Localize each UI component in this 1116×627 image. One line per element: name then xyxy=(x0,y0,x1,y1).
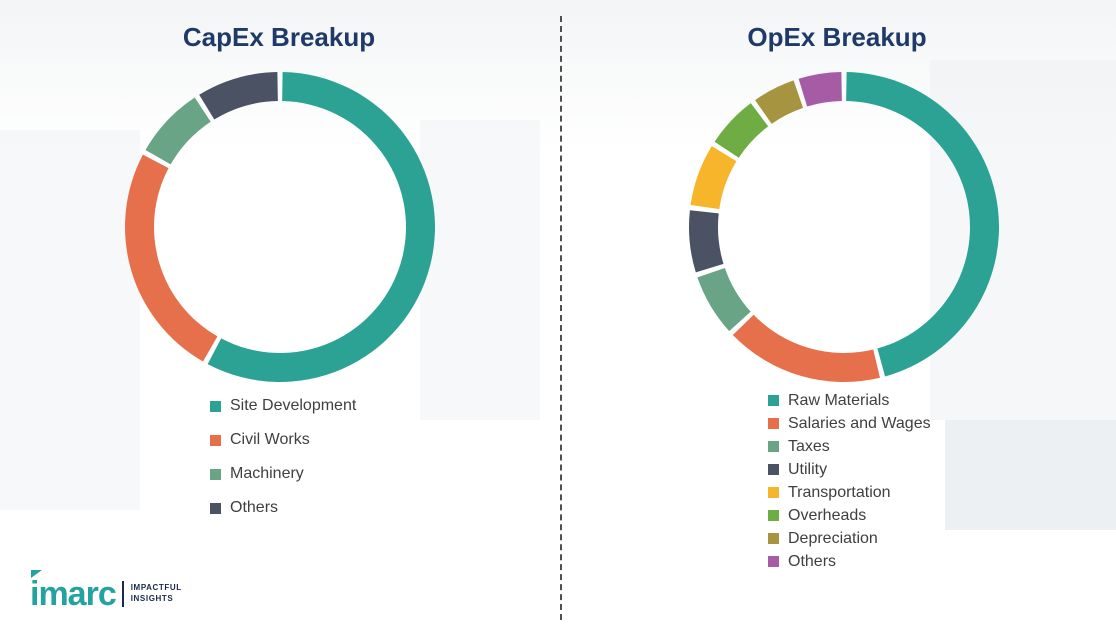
legend-swatch xyxy=(768,487,779,498)
legend-item-taxes: Taxes xyxy=(768,435,931,458)
legend-label: Raw Materials xyxy=(788,391,890,409)
capex-legend: Site Development Civil Works Machinery Othe… xyxy=(210,389,356,525)
legend-label: Utility xyxy=(788,460,828,478)
imarc-tagline: IMPACTFUL INSIGHTS xyxy=(131,583,182,605)
legend-item-depreciation: Depreciation xyxy=(768,527,931,550)
legend-item-overheads: Overheads xyxy=(768,504,931,527)
legend-item-transportation: Transportation xyxy=(768,481,931,504)
legend-label: Civil Works xyxy=(230,431,310,448)
legend-label: Transportation xyxy=(788,483,891,501)
legend-label: Site Development xyxy=(230,397,357,414)
legend-label: Taxes xyxy=(788,437,830,455)
legend-swatch xyxy=(210,468,221,480)
donut-segment-utility xyxy=(688,210,724,273)
imarc-flag-icon xyxy=(31,570,42,578)
donut-segment-civil-works xyxy=(124,154,218,362)
legend-swatch xyxy=(210,400,221,412)
legend-swatch xyxy=(768,464,779,475)
legend-item-raw-materials: Raw Materials xyxy=(768,389,931,412)
donut-segment-taxes xyxy=(697,267,751,332)
capex-chart-title: CapEx Breakup xyxy=(182,22,376,52)
legend-swatch xyxy=(768,510,779,521)
legend-item-salaries-and-wages: Salaries and Wages xyxy=(768,412,931,435)
legend-swatch xyxy=(768,418,779,429)
imarc-logo: imarc IMPACTFUL INSIGHTS xyxy=(30,570,182,613)
opex-donut-chart xyxy=(688,72,999,382)
donut-segment-machinery xyxy=(145,97,211,165)
donut-segment-overheads xyxy=(714,103,769,158)
opex-chart-section: OpEx Breakup Raw Materials Salaries and W… xyxy=(558,0,1116,627)
opex-chart-title: OpEx Breakup xyxy=(747,22,927,52)
capex-donut-chart xyxy=(124,72,435,382)
legend-swatch xyxy=(210,434,221,446)
donut-segment-site-development xyxy=(207,72,435,382)
tagline-line-1: IMPACTFUL xyxy=(130,583,182,593)
donut-segment-transportation xyxy=(690,146,737,210)
legend-label: Salaries and Wages xyxy=(788,414,931,432)
legend-swatch xyxy=(768,441,779,452)
legend-item-civil-works: Civil Works xyxy=(210,423,356,457)
tagline-line-2: INSIGHTS xyxy=(130,594,174,603)
logo-separator xyxy=(121,581,124,607)
opex-legend: Raw Materials Salaries and Wages Taxes Util… xyxy=(768,389,931,573)
legend-swatch xyxy=(210,502,221,514)
legend-swatch xyxy=(768,556,779,567)
legend-label: Overheads xyxy=(788,506,867,524)
legend-label: Others xyxy=(230,499,279,516)
donut-segment-others xyxy=(199,72,278,120)
donut-segment-raw-materials xyxy=(846,72,999,377)
legend-item-others: Others xyxy=(768,550,931,573)
donut-segment-others xyxy=(798,72,842,107)
legend-swatch xyxy=(768,533,779,544)
donut-segment-salaries-and-wages xyxy=(732,314,880,382)
capex-chart-section: CapEx Breakup Site Development Civil Work… xyxy=(124,22,435,525)
legend-item-others: Others xyxy=(210,491,356,525)
legend-item-utility: Utility xyxy=(768,458,931,481)
legend-label: Machinery xyxy=(230,465,304,482)
legend-swatch xyxy=(768,395,779,406)
vertical-dashed-divider xyxy=(560,16,562,620)
legend-label: Others xyxy=(788,552,837,570)
legend-item-site-development: Site Development xyxy=(210,389,356,423)
donut-segment-depreciation xyxy=(755,80,804,124)
legend-label: Depreciation xyxy=(788,529,878,547)
imarc-logo-text: imarc xyxy=(30,575,117,613)
imarc-logo-mark: imarc xyxy=(30,570,117,613)
legend-item-machinery: Machinery xyxy=(210,457,356,491)
